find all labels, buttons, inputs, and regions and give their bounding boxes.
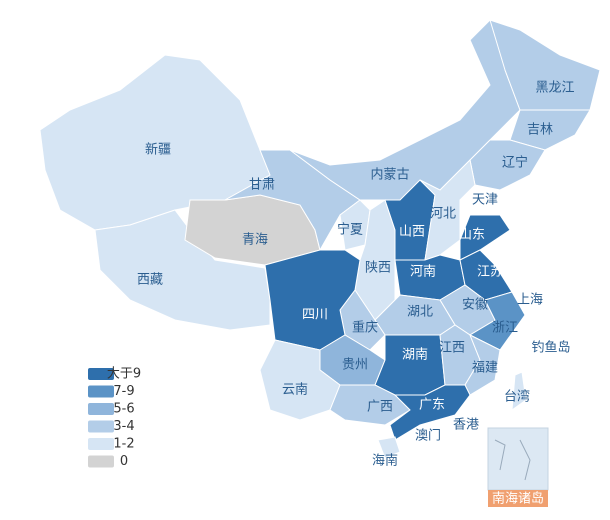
legend-swatch bbox=[88, 455, 114, 468]
place-label: 上海 bbox=[517, 293, 543, 308]
place-label: 澳门 bbox=[415, 428, 441, 444]
province-label: 广西 bbox=[367, 400, 393, 415]
province bbox=[511, 371, 527, 412]
province-label: 内蒙古 bbox=[370, 167, 409, 183]
legend-swatch bbox=[88, 385, 114, 398]
legend-label: 5-6 bbox=[113, 402, 134, 417]
place-label: 香港 bbox=[453, 418, 479, 433]
legend-label: 大于9 bbox=[107, 367, 141, 382]
province-label: 云南 bbox=[282, 382, 308, 398]
province-label: 青海 bbox=[242, 233, 268, 248]
province-label: 湖南 bbox=[402, 347, 428, 363]
province-label: 陕西 bbox=[365, 261, 391, 276]
province bbox=[389, 384, 471, 441]
legend: 大于9 7-9 5-6 3-4 1-2 0 bbox=[88, 367, 141, 469]
province-label: 宁夏 bbox=[337, 222, 363, 238]
province-label: 山西 bbox=[399, 225, 425, 240]
province-label: 福建 bbox=[472, 361, 498, 376]
province-label: 江西 bbox=[439, 341, 465, 356]
province-label: 湖北 bbox=[407, 305, 433, 320]
province bbox=[377, 436, 401, 459]
province-label: 河南 bbox=[410, 264, 436, 280]
inset-outline bbox=[494, 439, 531, 481]
legend-swatch bbox=[88, 368, 114, 380]
legend-label: 3-4 bbox=[113, 419, 134, 434]
province-label: 台湾 bbox=[504, 389, 530, 405]
province-label: 甘肃 bbox=[249, 178, 275, 193]
inset-box bbox=[487, 427, 549, 491]
province-label: 浙江 bbox=[492, 321, 518, 336]
legend-label: 1-2 bbox=[113, 437, 134, 452]
inset-label-bg bbox=[488, 490, 548, 507]
province-label: 山东 bbox=[459, 228, 485, 243]
legend-swatch bbox=[88, 403, 114, 415]
province-label: 辽宁 bbox=[502, 155, 528, 171]
inset-label: 南海诸岛 bbox=[492, 491, 544, 507]
south-china-sea-inset: 南海诸岛 bbox=[487, 427, 549, 507]
place-label: 钓鱼岛 bbox=[531, 340, 570, 356]
regions bbox=[39, 19, 601, 459]
province-label: 广东 bbox=[419, 398, 445, 413]
province bbox=[264, 249, 361, 351]
legend-swatch bbox=[88, 438, 114, 450]
province-label: 新疆 bbox=[145, 142, 171, 158]
province-label: 安徽 bbox=[462, 298, 488, 313]
legend-label: 7-9 bbox=[113, 384, 134, 399]
province bbox=[419, 158, 476, 261]
province-label: 吉林 bbox=[527, 123, 553, 138]
place-label: 天津 bbox=[472, 193, 498, 208]
legend-label: 0 bbox=[120, 454, 128, 469]
legend-swatch bbox=[88, 420, 114, 433]
province-label: 贵州 bbox=[342, 358, 368, 373]
province-label: 黑龙江 bbox=[535, 81, 574, 96]
province-label: 四川 bbox=[302, 308, 328, 323]
province bbox=[329, 384, 411, 426]
province-label: 重庆 bbox=[352, 320, 378, 336]
province-label: 江苏 bbox=[477, 264, 503, 280]
province-label: 海南 bbox=[372, 453, 398, 469]
province bbox=[374, 334, 446, 396]
province-label: 西藏 bbox=[137, 273, 163, 288]
province-label: 河北 bbox=[430, 207, 456, 222]
